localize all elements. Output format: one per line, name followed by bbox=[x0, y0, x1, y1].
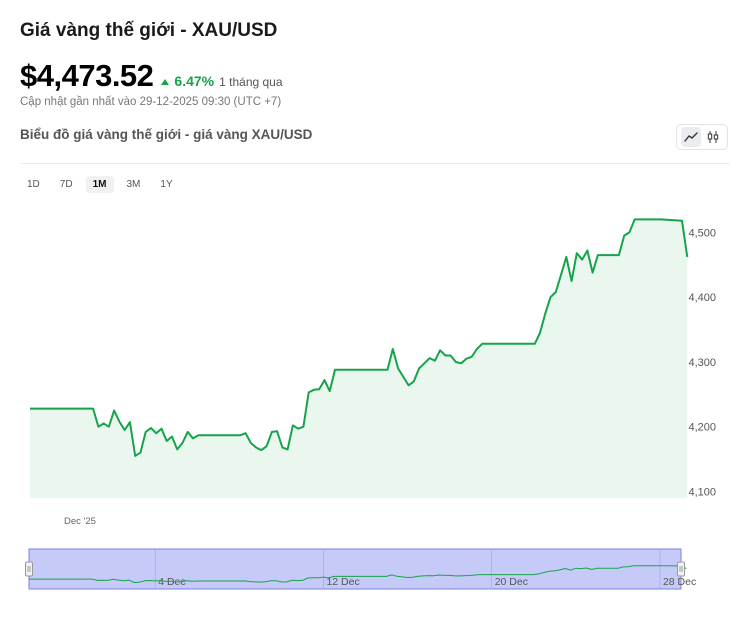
change-percent: 6.47% bbox=[174, 73, 215, 89]
up-arrow-icon bbox=[161, 79, 170, 85]
navigator-line bbox=[29, 565, 687, 584]
navigator-tick-label: 4 Dec bbox=[158, 576, 185, 588]
candlestick-icon[interactable] bbox=[703, 127, 723, 147]
y-tick-label: 4,500 bbox=[688, 227, 716, 239]
chart-title: Biểu đồ giá vàng thế giới - giá vàng XAU… bbox=[20, 127, 313, 142]
y-tick-label: 4,300 bbox=[688, 357, 716, 369]
navigator-tick-label: 12 Dec bbox=[326, 576, 359, 588]
change-period: 1 tháng qua bbox=[219, 75, 283, 89]
main-plot bbox=[30, 218, 689, 498]
y-tick-label: 4,200 bbox=[688, 422, 716, 434]
page-title: Giá vàng thế giới - XAU/USD bbox=[20, 20, 278, 41]
y-axis: 4,100 4,200 4,300 4,400 4,500 bbox=[688, 227, 716, 498]
chart-type-toggle bbox=[676, 124, 728, 150]
range-7d[interactable]: 7D bbox=[59, 179, 73, 190]
price-line bbox=[30, 218, 689, 457]
price-area bbox=[30, 219, 688, 498]
navigator-handle-right[interactable] bbox=[677, 561, 685, 577]
range-1m[interactable]: 1M bbox=[85, 176, 114, 193]
navigator-tick-label: 20 Dec bbox=[495, 576, 528, 588]
range-3m[interactable]: 3M bbox=[126, 179, 141, 190]
line-chart-icon[interactable] bbox=[681, 127, 701, 147]
price-change: 6.47% 1 tháng qua bbox=[161, 73, 283, 89]
navigator[interactable]: 4 Dec 12 Dec 20 Dec 28 Dec bbox=[25, 548, 697, 590]
header-divider bbox=[20, 163, 730, 164]
x-axis-label: Dec '25 bbox=[64, 516, 96, 527]
current-price: $4,473.52 bbox=[20, 58, 154, 93]
price-row: $4,473.52 6.47% 1 tháng qua bbox=[20, 58, 283, 94]
range-selector: 1D 7D 1M 3M 1Y bbox=[20, 176, 186, 193]
range-1y[interactable]: 1Y bbox=[160, 179, 173, 190]
y-tick-label: 4,400 bbox=[688, 292, 716, 304]
last-updated: Cập nhật gần nhất vào 29-12-2025 09:30 (… bbox=[20, 96, 282, 108]
y-tick-label: 4,100 bbox=[688, 487, 716, 499]
navigator-handle-left[interactable] bbox=[25, 561, 33, 577]
navigator-tick-label: 28 Dec bbox=[663, 576, 696, 588]
range-1d[interactable]: 1D bbox=[27, 179, 40, 190]
